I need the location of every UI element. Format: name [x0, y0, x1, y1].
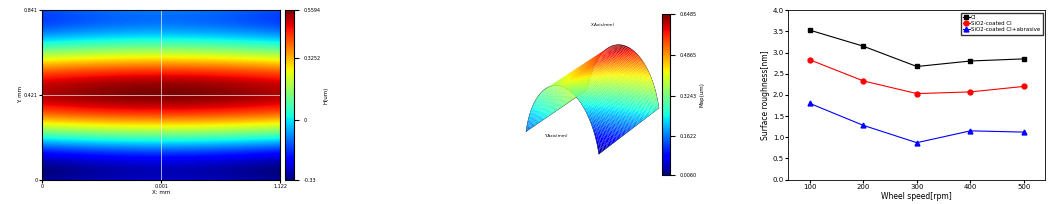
CI	[1018, 58, 1031, 60]
Y-axis label: Map(um): Map(um)	[700, 82, 704, 107]
Line: SiO2-coated CI: SiO2-coated CI	[807, 57, 1026, 96]
X-axis label: X: mm: X: mm	[152, 190, 170, 195]
SiO2-coated CI+abrasive	[964, 130, 977, 132]
SiO2-coated CI	[964, 91, 977, 93]
SiO2-coated CI	[1018, 85, 1031, 88]
Y-axis label: H(um): H(um)	[323, 86, 328, 104]
SiO2-coated CI	[804, 59, 816, 61]
SiO2-coated CI	[856, 80, 869, 82]
CI	[856, 45, 869, 47]
SiO2-coated CI	[910, 92, 923, 95]
Y-axis label: Y: mm: Y: mm	[18, 86, 22, 103]
SiO2-coated CI+abrasive	[910, 141, 923, 144]
CI	[910, 65, 923, 68]
CI	[804, 29, 816, 31]
Line: CI: CI	[807, 28, 1026, 69]
SiO2-coated CI+abrasive	[804, 102, 816, 104]
SiO2-coated CI+abrasive	[856, 124, 869, 126]
Legend: CI, SiO2-coated CI, SiO2-coated CI+abrasive: CI, SiO2-coated CI, SiO2-coated CI+abras…	[961, 13, 1042, 35]
Y-axis label: Surface roughness[nm]: Surface roughness[nm]	[761, 50, 770, 140]
X-axis label: Wheel speed[rpm]: Wheel speed[rpm]	[882, 192, 953, 202]
CI	[964, 60, 977, 62]
SiO2-coated CI+abrasive	[1018, 131, 1031, 133]
Line: SiO2-coated CI+abrasive: SiO2-coated CI+abrasive	[807, 101, 1026, 145]
